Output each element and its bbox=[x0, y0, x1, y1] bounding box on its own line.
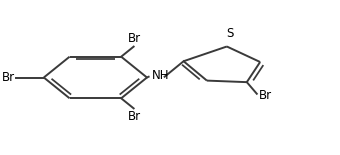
Text: NH: NH bbox=[152, 69, 169, 82]
Text: Br: Br bbox=[2, 71, 15, 84]
Text: S: S bbox=[226, 27, 234, 40]
Text: Br: Br bbox=[258, 89, 272, 102]
Text: Br: Br bbox=[128, 110, 141, 123]
Text: Br: Br bbox=[128, 32, 141, 45]
